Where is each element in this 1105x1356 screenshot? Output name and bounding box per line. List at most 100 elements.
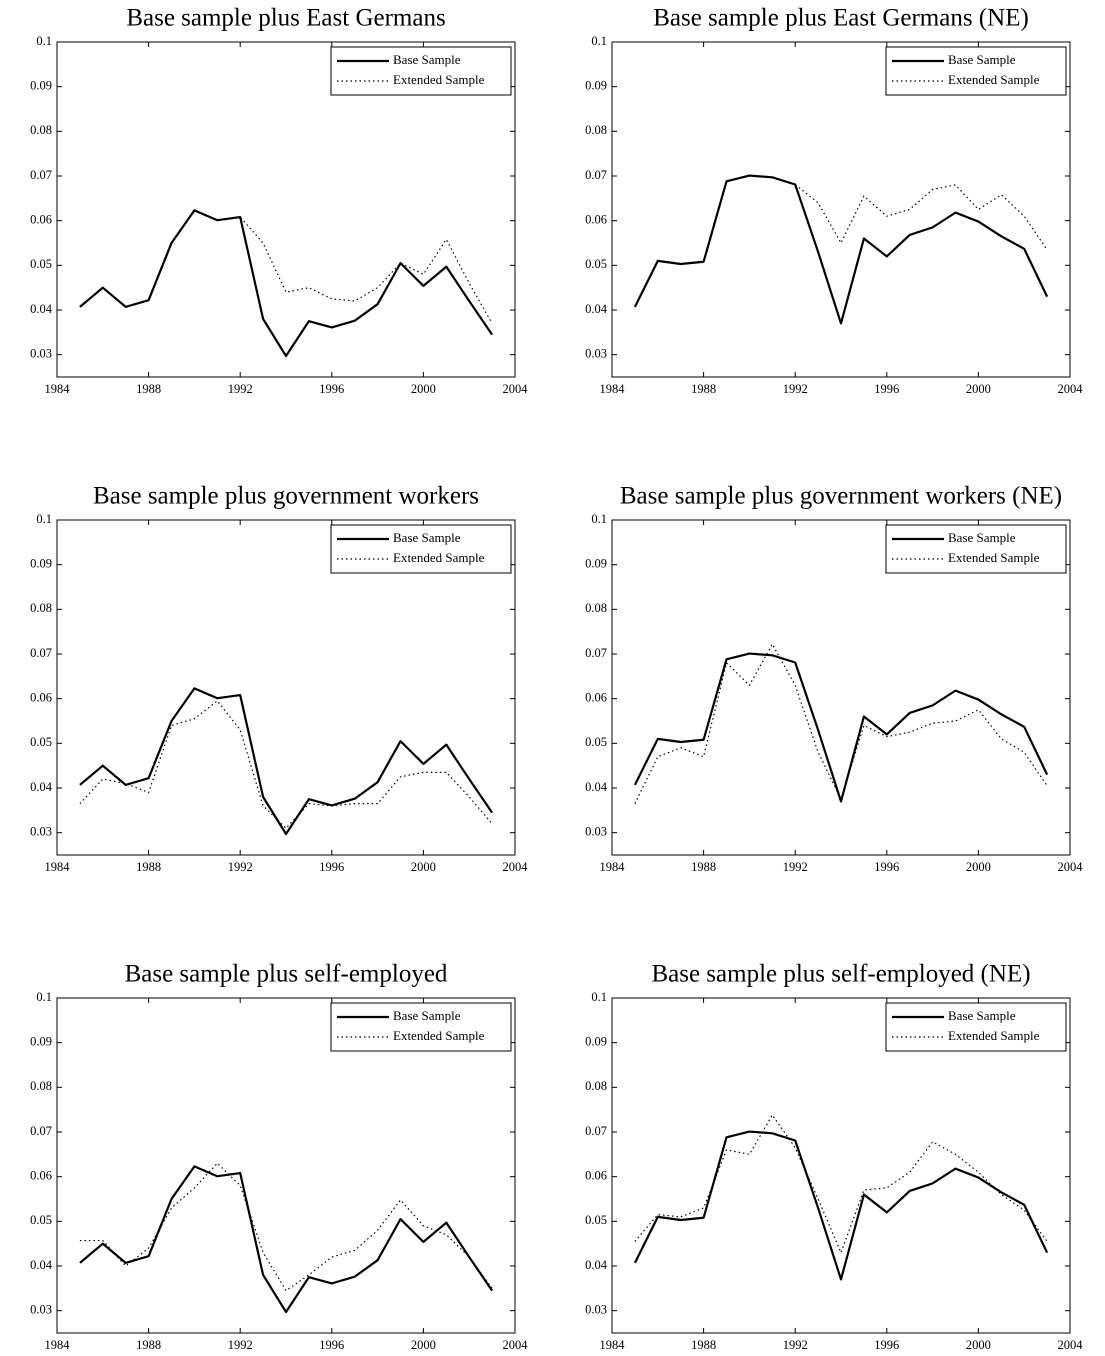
y-tick-label: 0.1 [36,34,52,48]
legend-label: Extended Sample [393,72,485,87]
data-line [633,1130,1049,1281]
x-tick-label: 1996 [874,1338,899,1352]
data-line [634,174,1048,308]
y-tick-label: 0.08 [585,1079,607,1093]
x-tick-label: 1984 [600,860,626,874]
y-tick-label: 0.09 [585,1035,607,1049]
legend-label: Base Sample [948,52,1016,67]
y-tick-label: 0.09 [30,1035,52,1049]
y-tick-label: 0.06 [30,1169,52,1183]
legend-label: Base Sample [948,1008,1016,1023]
y-tick-label: 0.05 [30,735,52,749]
data-line [633,174,1049,325]
y-tick-label: 0.05 [30,1213,52,1227]
y-tick-label: 0.08 [30,1079,52,1093]
y-tick-label: 0.03 [30,825,52,839]
y-tick-label: 0.06 [30,691,52,705]
y-tick-label: 0.03 [585,1303,607,1317]
legend-label: Extended Sample [393,1028,485,1043]
y-tick-label: 0.05 [585,1213,607,1227]
chart-title: Base sample plus self-employed [125,961,448,988]
y-tick-label: 0.06 [30,213,52,227]
y-tick-label: 0.1 [36,512,52,526]
legend-label: Base Sample [948,530,1016,545]
y-tick-label: 0.06 [585,691,607,705]
y-tick-label: 0.09 [585,79,607,93]
y-tick-label: 0.05 [585,735,607,749]
y-tick-label: 0.07 [585,1124,607,1138]
data-line [79,1165,494,1314]
x-tick-label: 1984 [600,382,626,396]
plot-frame [56,997,516,1334]
y-tick-label: 0.09 [585,557,607,571]
plot-frame [56,519,516,856]
x-tick-label: 2000 [411,860,436,874]
x-tick-label: 1992 [783,860,808,874]
x-tick-label: 1988 [691,382,716,396]
y-tick-label: 0.09 [30,79,52,93]
x-tick-label: 1996 [874,382,899,396]
y-tick-label: 0.1 [36,990,52,1004]
y-tick-label: 0.07 [30,168,52,182]
x-tick-label: 1996 [319,382,344,396]
y-tick-label: 0.08 [30,123,52,137]
x-tick-label: 1988 [136,1338,161,1352]
legend-label: Extended Sample [948,1028,1040,1043]
y-tick-label: 0.07 [585,646,607,660]
x-tick-label: 1984 [45,382,71,396]
legend-box [885,524,1067,574]
x-tick-label: 1992 [228,382,253,396]
x-tick-label: 1988 [691,1338,716,1352]
data-line [634,643,1048,804]
x-tick-label: 2000 [966,860,991,874]
legend-box [330,1002,512,1052]
legend-box [330,524,512,574]
x-tick-label: 2004 [503,1338,529,1352]
data-line [79,209,493,324]
x-tick-label: 1992 [228,1338,253,1352]
y-tick-label: 0.03 [585,825,607,839]
legend-label: Base Sample [393,530,461,545]
chart-title: Base sample plus government workers (NE) [620,483,1062,510]
y-tick-label: 0.07 [30,1124,52,1138]
x-tick-label: 1988 [136,382,161,396]
chart-title: Base sample plus East Germans [126,5,445,32]
y-tick-label: 0.07 [30,646,52,660]
plot-frame [611,41,1071,378]
legend-label: Extended Sample [393,550,485,565]
y-tick-label: 0.03 [585,347,607,361]
y-tick-label: 0.08 [585,601,607,615]
y-tick-label: 0.04 [30,780,53,794]
x-tick-label: 2004 [1058,382,1084,396]
plot-frame [611,997,1071,1334]
legend-label: Base Sample [393,1008,461,1023]
x-tick-label: 1988 [136,860,161,874]
legend-label: Base Sample [393,52,461,67]
x-tick-label: 1996 [319,860,344,874]
x-tick-label: 2004 [1058,1338,1084,1352]
plot-frame [611,519,1071,856]
y-tick-label: 0.05 [585,257,607,271]
y-tick-label: 0.04 [585,302,608,316]
data-line [79,1162,493,1292]
data-line [79,700,493,829]
chart-title: Base sample plus government workers [93,483,479,510]
y-tick-label: 0.06 [585,213,607,227]
y-tick-label: 0.09 [30,557,52,571]
y-tick-label: 0.05 [30,257,52,271]
x-tick-label: 2000 [966,1338,991,1352]
x-tick-label: 1992 [783,1338,808,1352]
y-tick-label: 0.03 [30,1303,52,1317]
x-tick-label: 1992 [228,860,253,874]
legend-label: Extended Sample [948,72,1040,87]
legend-box [330,46,512,96]
data-line [79,687,494,836]
data-line [633,652,1049,803]
y-tick-label: 0.04 [585,780,608,794]
y-tick-label: 0.04 [30,1258,53,1272]
x-tick-label: 2000 [966,382,991,396]
legend-label: Extended Sample [948,550,1040,565]
y-tick-label: 0.08 [585,123,607,137]
y-tick-label: 0.1 [591,512,607,526]
